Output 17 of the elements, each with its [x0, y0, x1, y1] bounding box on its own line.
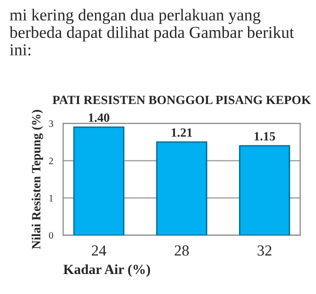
y-tick-label: 1 — [49, 194, 53, 202]
y-tick-label: 2 — [49, 158, 53, 164]
text: mi kering dengan dua perlakuan yang berbeda dapat dilihat pada Gambar berikut ini: — [9, 8, 294, 56]
y-tick-label: 0 — [48, 232, 54, 239]
bar — [73, 126, 124, 236]
text: 1.40 — [88, 113, 110, 122]
x-tick-label: 24 — [92, 245, 106, 256]
x-tick-label: 32 — [258, 245, 272, 256]
text: 1.21 — [172, 128, 192, 137]
chart-title: PATI RESISTEN BONGGOL PISANG KEPOK — [52, 96, 311, 104]
x-axis-title: Kadar Air (%) — [63, 264, 150, 277]
bar — [156, 141, 208, 236]
text: 1.15 — [254, 132, 276, 141]
x-tick-label: 28 — [174, 245, 189, 256]
y-axis-title: Nilai Resisten Tepung (%) — [32, 110, 44, 250]
y-tick-label: 3 — [49, 120, 54, 127]
bar — [239, 145, 290, 236]
